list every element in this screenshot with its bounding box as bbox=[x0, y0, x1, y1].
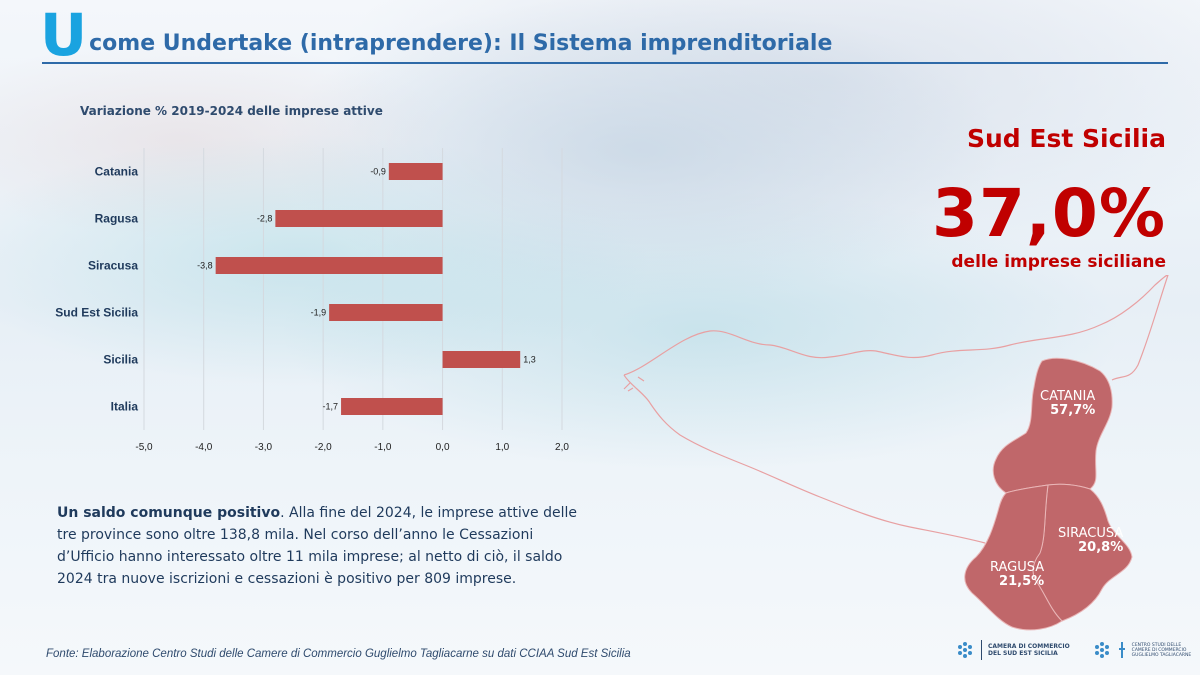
body-text: . Alla fine del 2024, le imprese attive … bbox=[57, 505, 577, 587]
data-label: 1,3 bbox=[523, 355, 536, 365]
data-label: -1,7 bbox=[323, 402, 339, 412]
source-note: Fonte: Elaborazione Centro Studi delle C… bbox=[46, 648, 631, 660]
map-label-ragusa-name: RAGUSA bbox=[990, 560, 1045, 575]
data-label: -2,8 bbox=[257, 214, 273, 224]
header-initial-letter: U bbox=[40, 1, 88, 69]
category-label: Sud Est Sicilia bbox=[55, 306, 138, 320]
kpi-block: Sud Est Sicilia 37,0% delle imprese sici… bbox=[932, 124, 1166, 272]
body-lead: Un saldo comunque positivo bbox=[57, 505, 281, 521]
centro-logo-line3: GUGLIELMO TAGLIACARNE bbox=[1131, 652, 1192, 658]
chamber-logo-line1: CAMERA DI COMMERCIO bbox=[988, 643, 1070, 650]
map-province-ragusa bbox=[964, 484, 1063, 631]
map-label-siracusa-share: 20,8% bbox=[1078, 540, 1124, 555]
data-label: -3,8 bbox=[197, 261, 213, 271]
bar-chart: -5,0 -4,0 -3,0 -2,0 -1,0 0,0 1,0 2,0 Catania -0,9… bbox=[55, 148, 569, 453]
x-tick-label: -4,0 bbox=[195, 442, 213, 453]
data-label: -1,9 bbox=[311, 308, 327, 318]
x-tick-label: -3,0 bbox=[255, 442, 273, 453]
centro-studi-logo-text: CENTRO STUDI DELLE CAMERE DI COMMERCIO G… bbox=[1132, 643, 1192, 658]
category-label: Siracusa bbox=[88, 259, 138, 273]
title-underline bbox=[42, 62, 1168, 64]
data-label: -0,9 bbox=[370, 167, 386, 177]
category-label: Sicilia bbox=[103, 353, 138, 367]
map-label-catania: CATANIA 57,7% bbox=[1040, 390, 1095, 418]
bar bbox=[341, 398, 443, 415]
bar bbox=[442, 351, 521, 368]
x-tick-label: 0,0 bbox=[436, 442, 450, 453]
x-tick-label: -5,0 bbox=[135, 442, 153, 453]
bar bbox=[215, 257, 443, 274]
chamber-logo-icon bbox=[958, 642, 972, 658]
x-tick-label: 1,0 bbox=[495, 442, 509, 453]
kpi-caption: delle imprese siciliane bbox=[951, 252, 1166, 272]
page-header: U come Undertake (intraprendere): Il Sis… bbox=[40, 4, 832, 64]
sicily-outline bbox=[623, 275, 1169, 544]
centro-logo-line2: CAMERE DI COMMERCIO bbox=[1131, 647, 1187, 653]
category-label: Italia bbox=[111, 400, 139, 414]
bar bbox=[275, 210, 443, 227]
map-province-catania bbox=[992, 357, 1113, 494]
x-tick-label: -1,0 bbox=[374, 442, 392, 453]
bar bbox=[388, 163, 443, 180]
centro-logo-line1: CENTRO STUDI DELLE bbox=[1131, 642, 1182, 648]
chamber-logo-line2: DEL SUD EST SICILIA bbox=[988, 650, 1058, 657]
centro-studi-mark-icon bbox=[1118, 642, 1125, 658]
map-label-siracusa-name: SIRACUSA bbox=[1058, 526, 1124, 541]
category-label: Ragusa bbox=[95, 212, 139, 226]
body-paragraph: Un saldo comunque positivo. Alla fine de… bbox=[57, 502, 577, 590]
sicily-map bbox=[623, 275, 1169, 631]
x-tick-label: 2,0 bbox=[555, 442, 569, 453]
kpi-value: 37,0% bbox=[932, 175, 1166, 252]
page-title: come Undertake (intraprendere): Il Siste… bbox=[89, 31, 833, 56]
map-label-ragusa-share: 21,5% bbox=[999, 574, 1045, 589]
centro-studi-logo-icon bbox=[1094, 642, 1109, 658]
x-tick-label: -2,0 bbox=[315, 442, 333, 453]
map-label-catania-name: CATANIA bbox=[1040, 389, 1096, 404]
bar bbox=[329, 304, 443, 321]
kpi-region-label: Sud Est Sicilia bbox=[967, 124, 1166, 153]
category-label: Catania bbox=[95, 165, 139, 179]
chart-title: Variazione % 2019-2024 delle imprese att… bbox=[80, 104, 383, 118]
footer-logos: CAMERA DI COMMERCIO DEL SUD EST SICILIA … bbox=[955, 640, 1191, 660]
map-label-catania-share: 57,7% bbox=[1050, 403, 1096, 418]
map-label-siracusa: SIRACUSA 20,8% bbox=[1058, 527, 1123, 555]
map-label-ragusa: RAGUSA 21,5% bbox=[990, 561, 1044, 589]
chamber-logo-text: CAMERA DI COMMERCIO DEL SUD EST SICILIA bbox=[988, 643, 1070, 657]
logo-divider bbox=[981, 640, 982, 660]
